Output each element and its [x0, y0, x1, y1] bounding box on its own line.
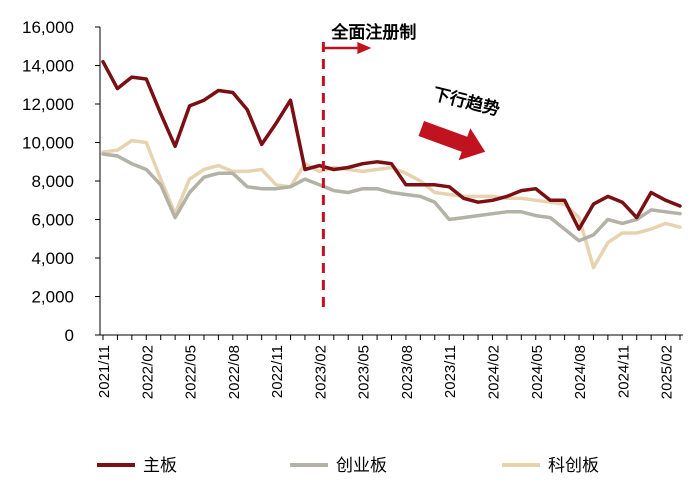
- x-tick-label: 2022/11: [269, 345, 286, 398]
- y-tick-label: 0: [65, 326, 74, 345]
- series-line-1: [101, 152, 682, 243]
- series-line-0: [101, 59, 682, 231]
- x-tick-label: 2025/02: [659, 345, 676, 399]
- y-tick-label: 6,000: [31, 211, 74, 230]
- x-tick-label: 2021/11: [96, 345, 113, 398]
- y-tick-label: 4,000: [31, 249, 74, 268]
- x-tick-label: 2023/05: [356, 345, 373, 399]
- x-tick-label: 2024/02: [485, 345, 502, 399]
- x-tick-label: 2023/11: [442, 345, 459, 398]
- y-tick-label: 16,000: [22, 18, 74, 37]
- y-tick-label: 10,000: [22, 134, 74, 153]
- legend-label-chinext: 创业板: [336, 456, 387, 475]
- x-tick-label: 2022/08: [226, 345, 243, 399]
- series-line-2: [101, 138, 682, 270]
- legend-label-main-board: 主板: [143, 456, 177, 475]
- y-tick-label: 14,000: [22, 57, 74, 76]
- x-tick-label: 2023/08: [399, 345, 416, 399]
- x-tick-label: 2024/08: [572, 345, 589, 399]
- series-layer: [101, 59, 682, 270]
- legend: 主板 创业板 科创板: [97, 456, 599, 475]
- trend-arrow-icon: [418, 121, 486, 161]
- x-tick-label: 2023/02: [312, 345, 329, 399]
- policy-annotation-label: 全面注册制: [330, 22, 416, 42]
- x-tick-label: 2024/11: [615, 345, 632, 398]
- x-tick-label: 2024/05: [529, 345, 546, 399]
- policy-arrow-head: [357, 42, 372, 54]
- x-tick-label: 2022/05: [183, 345, 200, 399]
- y-axis: 0 2,000 4,000 6,000 8,000 10,000 12,000 14,000 1…: [22, 18, 101, 345]
- x-tick-label: 2022/02: [139, 345, 156, 399]
- trend-annotation-label: 下行趋势: [431, 83, 502, 119]
- y-tick-label: 12,000: [22, 95, 74, 114]
- x-axis: 2021/11 2022/02 2022/05 2022/08 2022/11 2023/…: [96, 334, 683, 399]
- y-tick-label: 2,000: [31, 288, 74, 307]
- legend-label-star-market: 科创板: [548, 456, 599, 475]
- y-tick-label: 8,000: [31, 172, 74, 191]
